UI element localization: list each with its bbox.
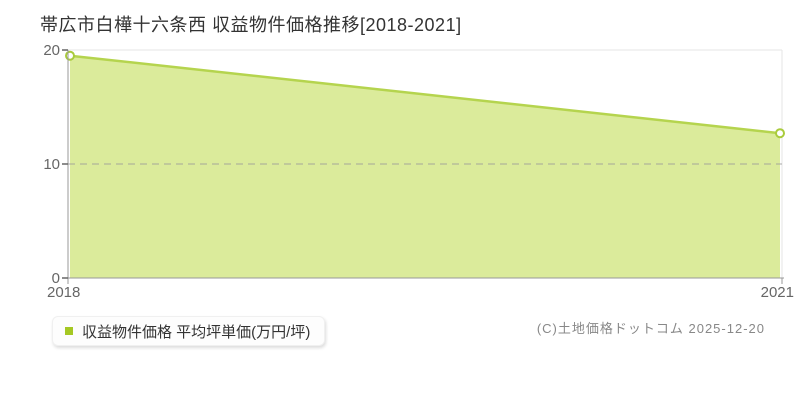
area-fill (70, 55, 780, 279)
y-axis-label-0: 0 (52, 270, 60, 287)
price-trend-area-chart: 20 10 0 2018 2021 (43, 42, 794, 301)
y-axis-label-10: 10 (43, 156, 60, 173)
x-axis-label-2021: 2021 (761, 284, 794, 301)
series-group (68, 54, 782, 279)
legend-swatch-icon (65, 327, 73, 335)
data-point-marker (775, 128, 785, 139)
series-line (68, 54, 782, 135)
legend: 収益物件価格 平均坪単価(万円/坪) (52, 316, 326, 346)
legend-label: 収益物件価格 平均坪単価(万円/坪) (82, 323, 311, 341)
chart-title: 帯広市白樺十六条西 収益物件価格推移[2018-2021] (40, 15, 462, 35)
data-point-marker (65, 50, 75, 61)
y-axis-label-20: 20 (43, 42, 60, 59)
copyright-text: (C)土地価格ドットコム 2025-12-20 (536, 321, 765, 336)
x-axis-label-2018: 2018 (47, 284, 80, 301)
